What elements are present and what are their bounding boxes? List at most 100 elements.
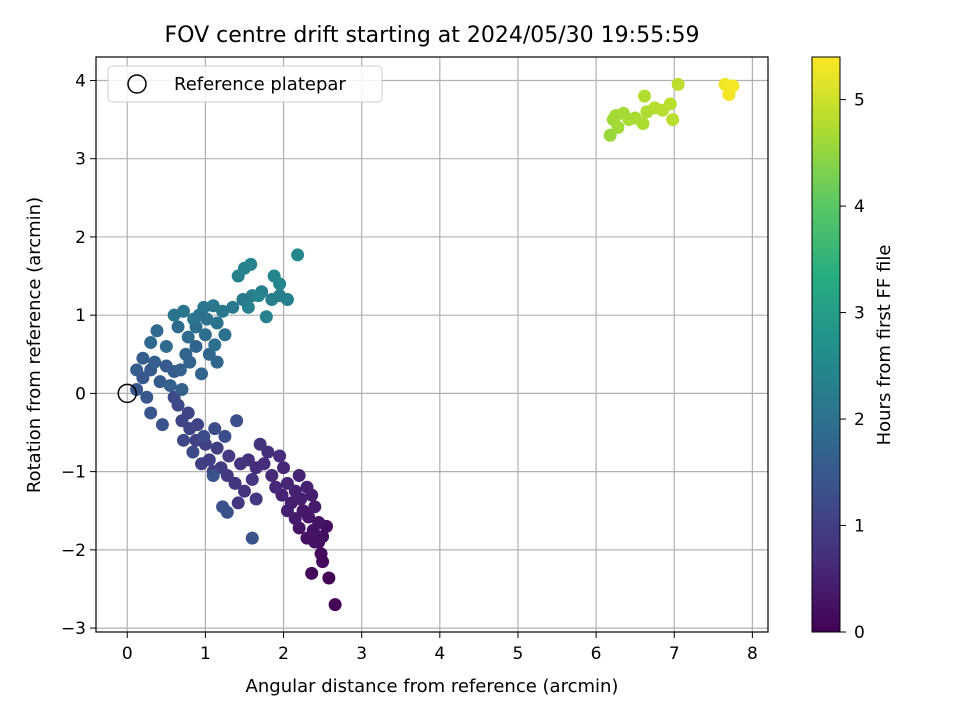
y-tick-label: 2 [75, 228, 86, 248]
data-point [226, 300, 240, 314]
colorbar-label: Hours from first FF file [874, 245, 895, 446]
data-point [140, 390, 154, 404]
x-tick-label: 4 [434, 644, 445, 664]
data-point [312, 515, 326, 529]
y-tick-label: −3 [61, 619, 86, 639]
data-point [300, 480, 314, 494]
x-tick-label: 7 [669, 644, 680, 664]
x-tick-label: 0 [122, 644, 133, 664]
data-point [155, 418, 169, 432]
data-point [210, 441, 224, 455]
data-point [292, 469, 306, 483]
reference-platepar-marker [117, 383, 138, 404]
data-point [186, 445, 200, 459]
data-point [663, 97, 677, 111]
data-point [280, 293, 294, 307]
data-point [210, 316, 224, 330]
legend-marker-icon [127, 74, 147, 94]
y-tick-label: 4 [75, 71, 86, 91]
y-tick-label: 0 [75, 384, 86, 404]
data-point [206, 469, 220, 483]
data-point [611, 120, 625, 134]
data-point [636, 116, 650, 130]
data-point [153, 375, 167, 389]
data-point [308, 500, 322, 514]
data-point [220, 505, 234, 519]
y-tick-label: 1 [75, 306, 86, 326]
data-point [194, 457, 208, 471]
data-point [241, 300, 255, 314]
data-point [273, 449, 287, 463]
y-tick-label: −2 [61, 541, 86, 561]
data-points [130, 77, 740, 612]
data-point [177, 304, 191, 318]
data-point [189, 339, 203, 353]
colorbar-gradient [811, 56, 841, 633]
data-point [322, 571, 336, 585]
data-point [265, 469, 279, 483]
data-point [173, 363, 187, 377]
colorbar-tick-label: 0 [854, 623, 865, 643]
data-point [163, 379, 177, 393]
data-point [305, 566, 319, 580]
data-point [144, 406, 158, 420]
data-point [230, 414, 244, 428]
data-point [249, 492, 263, 506]
data-point [175, 382, 189, 396]
data-point [171, 320, 185, 334]
colorbar: 0 1 2 3 4 5 Hours from first FF file [811, 56, 895, 643]
data-point [273, 277, 287, 291]
legend: Reference platepar [107, 65, 383, 103]
data-point [208, 338, 222, 352]
chart-title: FOV centre drift starting at 2024/05/30 … [165, 23, 700, 48]
data-point [150, 324, 164, 338]
data-point [280, 476, 294, 490]
data-point [194, 367, 208, 381]
x-tick-label: 2 [278, 644, 289, 664]
x-tick-label: 6 [591, 644, 602, 664]
data-point [234, 457, 248, 471]
data-point [208, 422, 222, 436]
y-axis-label: Rotation from reference (arcmin) [24, 197, 45, 493]
colorbar-tick-label: 1 [854, 517, 865, 537]
data-point [218, 328, 232, 342]
y-tick-label: 3 [75, 150, 86, 170]
y-tick-label: −1 [61, 463, 86, 483]
colorbar-tick-label: 5 [854, 91, 865, 111]
data-point [253, 437, 267, 451]
x-tick-label: 5 [513, 644, 524, 664]
legend-box [107, 65, 383, 103]
data-point [175, 414, 189, 428]
data-point [671, 77, 685, 91]
data-point [181, 330, 195, 344]
data-point [177, 433, 191, 447]
data-point [210, 355, 224, 369]
data-point [638, 89, 652, 103]
plot-frame [95, 56, 769, 633]
data-point [259, 310, 273, 324]
data-point [130, 363, 144, 377]
data-point [291, 248, 305, 262]
data-point [280, 504, 294, 518]
colorbar-tick-label: 2 [854, 410, 865, 430]
data-point [726, 79, 740, 93]
data-point [314, 547, 328, 561]
data-point [198, 328, 212, 342]
data-point [666, 113, 680, 127]
colorbar-tick-label: 4 [854, 197, 865, 217]
data-point [197, 429, 211, 443]
y-axis-ticks: −3 −2 −1 0 1 2 3 4 [61, 71, 96, 639]
data-point [159, 339, 173, 353]
data-point [200, 312, 214, 326]
data-point [136, 351, 150, 365]
data-point [216, 304, 230, 318]
data-point [269, 480, 283, 494]
data-point [237, 484, 251, 498]
x-tick-label: 3 [356, 644, 367, 664]
legend-entry-reference: Reference platepar [174, 74, 346, 95]
data-point [206, 299, 220, 313]
x-tick-label: 1 [200, 644, 211, 664]
data-point [148, 355, 162, 369]
colorbar-tick-label: 3 [854, 304, 865, 324]
